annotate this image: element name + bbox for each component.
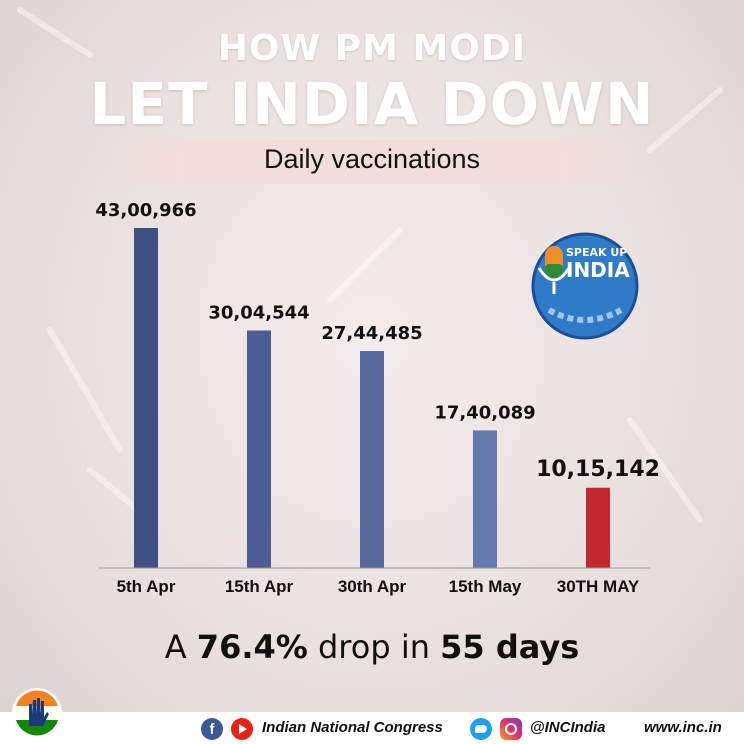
twitter-icon[interactable] bbox=[470, 718, 492, 740]
facebook-icon[interactable]: f bbox=[201, 718, 223, 740]
instagram-icon[interactable] bbox=[500, 718, 522, 740]
organization-name: Indian National Congress bbox=[262, 719, 443, 736]
congress-hand-logo bbox=[12, 688, 62, 738]
x-tick-label-4: 15th May bbox=[449, 577, 522, 596]
data-label-2: 30,04,544 bbox=[208, 302, 309, 323]
microphone-icon bbox=[537, 246, 571, 294]
summary-prefix: A bbox=[164, 628, 197, 666]
headline-main: LET INDIA DOWN bbox=[89, 70, 655, 138]
bar-2 bbox=[247, 330, 271, 568]
speak-up-india-badge bbox=[531, 232, 639, 340]
footer-bar bbox=[0, 712, 744, 744]
summary-percent: 76.4% bbox=[196, 628, 308, 666]
badge-label-main: INDIA bbox=[566, 258, 630, 282]
data-label-1: 43,00,966 bbox=[95, 200, 196, 221]
bar-4 bbox=[473, 430, 497, 568]
x-tick-label-5: 30TH MAY bbox=[557, 577, 640, 596]
bar-5 bbox=[586, 487, 610, 568]
social-handle[interactable]: @INCIndia bbox=[530, 719, 606, 736]
bar-3 bbox=[360, 351, 384, 568]
headline-top: HOW PM MODI bbox=[217, 28, 527, 69]
drop-summary: A 76.4% drop in 55 days bbox=[0, 628, 744, 666]
x-tick-label-2: 15th Apr bbox=[225, 577, 294, 596]
bar-chart: 43,00,966 5th Apr 30,04,544 15th Apr 27,44,4… bbox=[95, 200, 660, 596]
data-label-3: 27,44,485 bbox=[321, 323, 422, 344]
chart-subtitle: Daily vaccinations bbox=[263, 144, 481, 174]
bar-1 bbox=[134, 228, 158, 568]
data-label-5: 10,15,142 bbox=[536, 457, 660, 482]
youtube-icon[interactable] bbox=[231, 718, 253, 740]
x-tick-label-1: 5th Apr bbox=[117, 577, 176, 596]
data-label-4: 17,40,089 bbox=[434, 402, 535, 423]
x-tick-label-3: 30th Apr bbox=[338, 577, 407, 596]
badge-label-top: SPEAK UP bbox=[566, 246, 628, 259]
subtitle-band bbox=[100, 140, 644, 184]
summary-days: 55 days bbox=[440, 628, 580, 666]
summary-middle: drop in bbox=[307, 628, 441, 666]
website-link[interactable]: www.inc.in bbox=[644, 719, 722, 736]
